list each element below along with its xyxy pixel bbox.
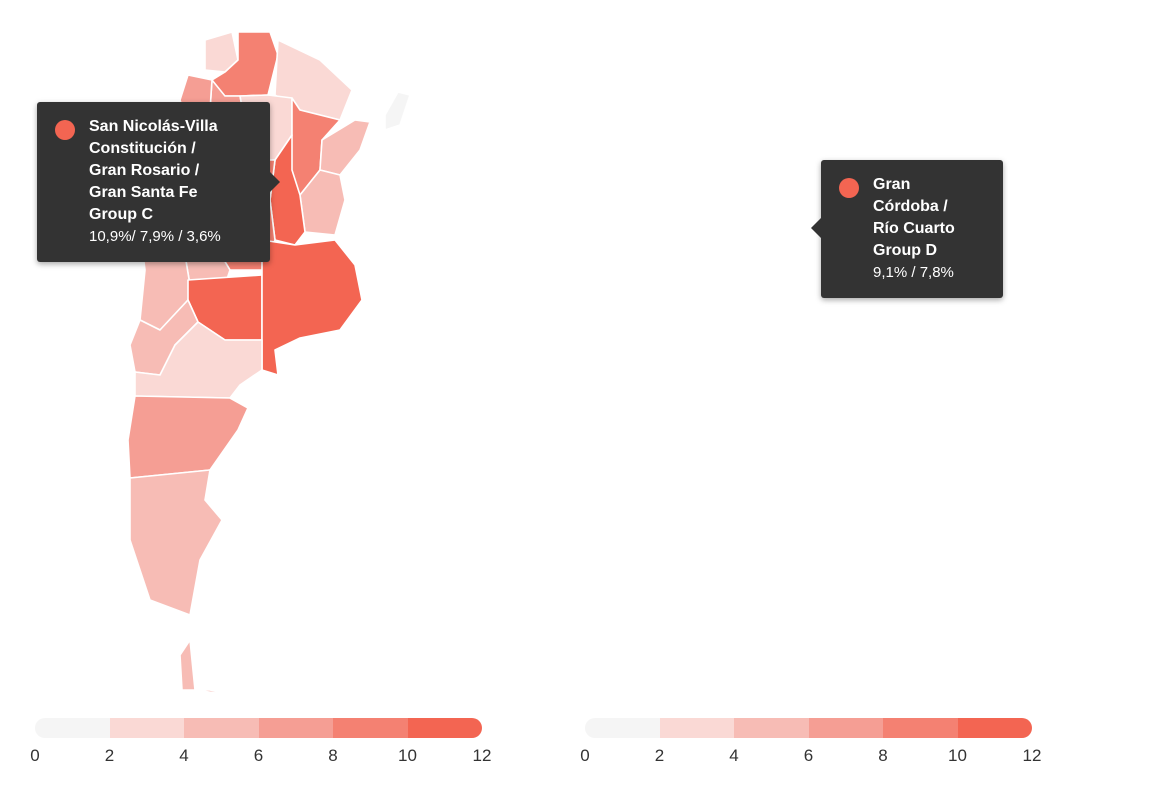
legend-swatch xyxy=(659,718,734,738)
province-tierra-del-fuego[interactable] xyxy=(179,639,231,696)
legend-swatch xyxy=(258,718,333,738)
map-tooltip: Gran Córdoba / Río Cuarto Group D 9,1% /… xyxy=(811,160,1003,298)
tooltip-title: San Nicolás-Villa Constitución / Gran Ro… xyxy=(89,118,218,201)
province-chubut[interactable] xyxy=(127,395,249,479)
tooltip-values: 10,9%/ 7,9% / 3,6% xyxy=(89,228,221,245)
legend-tick-label: 4 xyxy=(729,746,739,765)
map-tooltip: San Nicolás-Villa Constitución / Gran Ro… xyxy=(37,102,280,262)
legend-swatch xyxy=(883,718,958,738)
legend-swatch xyxy=(333,718,408,738)
legend-swatch xyxy=(957,718,1032,738)
province-santa-cruz[interactable] xyxy=(129,469,223,616)
tooltip-title: Gran Córdoba / Río Cuarto xyxy=(873,176,955,237)
tooltip-arrow xyxy=(270,172,280,192)
map-panel-right: 0 2 4 6 8 10 12 Gran Córdoba / Río Cuarto Grou… xyxy=(580,0,1170,806)
legend-tick-label: 12 xyxy=(472,746,492,765)
tooltip-group: Group C xyxy=(89,206,153,223)
province-rio-negro[interactable] xyxy=(134,321,263,399)
legend-tick-label: 6 xyxy=(803,746,814,765)
legend-swatch xyxy=(109,718,184,738)
legend-tick-label: 2 xyxy=(654,746,665,765)
legend-swatch xyxy=(35,718,110,738)
legend-tick-label: 8 xyxy=(878,746,888,765)
tooltip-arrow xyxy=(811,218,821,238)
legend-tick-label: 4 xyxy=(179,746,189,765)
legend-tick-label: 0 xyxy=(580,746,590,765)
tooltip-values: 9,1% / 7,8% xyxy=(873,264,954,281)
legend-swatch xyxy=(734,718,809,738)
legend-tick-label: 10 xyxy=(948,746,967,765)
province-buenos-aires[interactable] xyxy=(261,239,363,376)
color-scale-legend: 0 2 4 6 8 10 12 xyxy=(30,718,491,768)
legend-tick-label: 12 xyxy=(1022,746,1042,765)
argentina-choropleth-map xyxy=(585,0,1170,806)
tooltip-group: Group D xyxy=(873,242,937,259)
province-misiones[interactable] xyxy=(384,91,411,131)
legend-tick-label: 6 xyxy=(253,746,264,765)
legend-swatch xyxy=(407,718,482,738)
legend-swatch xyxy=(184,718,259,738)
legend-tick-label: 10 xyxy=(398,746,417,765)
legend-swatch xyxy=(808,718,883,738)
legend-swatch xyxy=(585,718,660,738)
series-dot xyxy=(839,178,859,198)
color-scale-legend: 0 2 4 6 8 10 12 xyxy=(580,718,1041,768)
legend-tick-label: 8 xyxy=(328,746,338,765)
legend-tick-label: 0 xyxy=(30,746,40,765)
series-dot xyxy=(55,120,75,140)
map-panel-left: 0 2 4 6 8 10 12 San Nicolás-Villa Constitución… xyxy=(30,31,491,768)
legend-tick-label: 2 xyxy=(104,746,115,765)
